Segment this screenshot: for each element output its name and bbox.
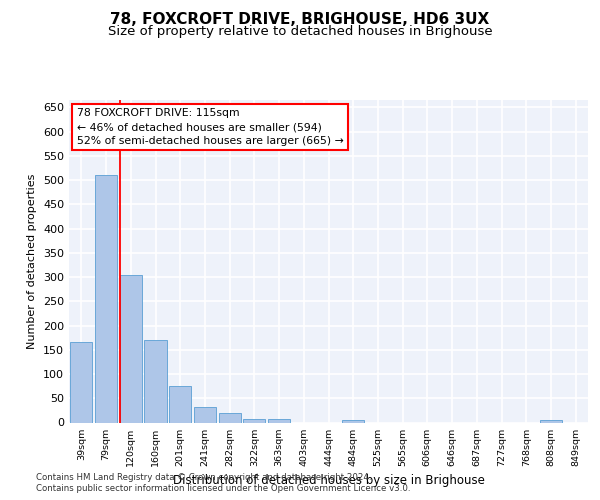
Bar — [218, 414, 241, 422]
Text: Contains public sector information licensed under the Open Government Licence v3: Contains public sector information licen… — [36, 484, 410, 493]
Bar — [268, 418, 290, 422]
Bar — [243, 418, 265, 422]
Text: 78, FOXCROFT DRIVE, BRIGHOUSE, HD6 3UX: 78, FOXCROFT DRIVE, BRIGHOUSE, HD6 3UX — [110, 12, 490, 28]
Bar — [194, 408, 216, 422]
Text: Size of property relative to detached houses in Brighouse: Size of property relative to detached ho… — [107, 25, 493, 38]
Text: 78 FOXCROFT DRIVE: 115sqm
← 46% of detached houses are smaller (594)
52% of semi: 78 FOXCROFT DRIVE: 115sqm ← 46% of detac… — [77, 108, 344, 146]
Bar — [145, 340, 167, 422]
Text: Contains HM Land Registry data © Crown copyright and database right 2024.: Contains HM Land Registry data © Crown c… — [36, 472, 371, 482]
Bar — [342, 420, 364, 422]
X-axis label: Distribution of detached houses by size in Brighouse: Distribution of detached houses by size … — [173, 474, 484, 487]
Bar — [70, 342, 92, 422]
Bar — [540, 420, 562, 422]
Bar — [169, 386, 191, 422]
Y-axis label: Number of detached properties: Number of detached properties — [28, 174, 37, 349]
Bar — [119, 275, 142, 422]
Bar — [95, 174, 117, 422]
